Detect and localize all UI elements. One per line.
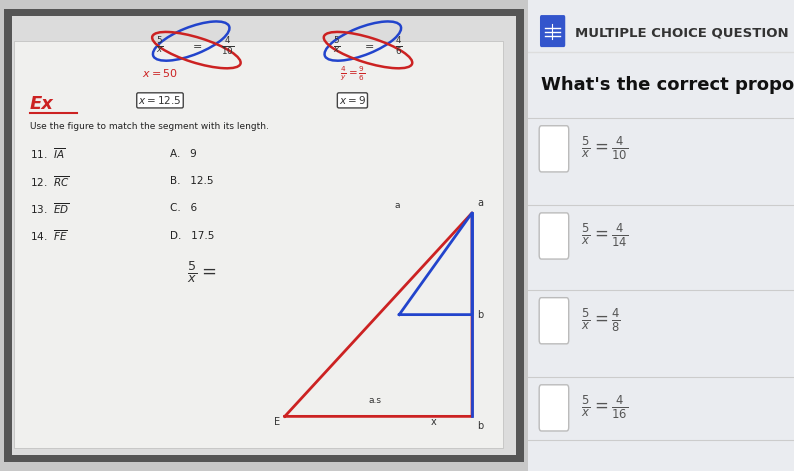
Text: b: b (477, 309, 484, 320)
Text: $x=9$: $x=9$ (339, 94, 366, 106)
Text: b: b (477, 421, 484, 431)
Text: $=$: $=$ (191, 41, 202, 50)
Text: $\frac{5}{x}$: $\frac{5}{x}$ (156, 35, 164, 56)
Text: B.   12.5: B. 12.5 (171, 176, 214, 186)
Text: a.s: a.s (368, 396, 381, 405)
FancyBboxPatch shape (14, 41, 503, 448)
FancyBboxPatch shape (539, 126, 569, 172)
Text: $\frac{5}{x}$: $\frac{5}{x}$ (333, 35, 341, 56)
FancyBboxPatch shape (539, 213, 569, 259)
Text: MULTIPLE CHOICE QUESTION: MULTIPLE CHOICE QUESTION (575, 26, 788, 40)
Text: D.   17.5: D. 17.5 (171, 230, 214, 241)
Text: $\frac{5}{x} = \frac{4}{10}$: $\frac{5}{x} = \frac{4}{10}$ (581, 135, 628, 162)
Text: E: E (275, 417, 280, 427)
FancyBboxPatch shape (539, 385, 569, 431)
Text: A.   9: A. 9 (171, 149, 197, 159)
Text: C.   6: C. 6 (171, 203, 198, 213)
Text: 13.  $\overline{ED}$: 13. $\overline{ED}$ (30, 201, 70, 216)
FancyBboxPatch shape (528, 0, 794, 471)
Text: 14.  $\overline{FE}$: 14. $\overline{FE}$ (30, 228, 67, 243)
Text: $x=50$: $x=50$ (142, 67, 178, 79)
FancyBboxPatch shape (4, 9, 524, 462)
Text: a: a (394, 202, 399, 211)
Text: $\frac{5}{x} = \frac{4}{16}$: $\frac{5}{x} = \frac{4}{16}$ (581, 394, 628, 421)
Text: $\frac{5}{x}=$: $\frac{5}{x}=$ (187, 259, 216, 284)
Text: $\frac{4}{6}$: $\frac{4}{6}$ (395, 35, 403, 57)
Text: $\frac{4}{y}=\frac{9}{6}$: $\frac{4}{y}=\frac{9}{6}$ (340, 65, 365, 83)
Text: 11.  $\overline{IA}$: 11. $\overline{IA}$ (30, 147, 65, 162)
Text: a: a (477, 198, 484, 208)
FancyBboxPatch shape (539, 298, 569, 344)
Text: 12.  $\overline{RC}$: 12. $\overline{RC}$ (30, 174, 70, 188)
Text: Ex: Ex (30, 96, 54, 114)
FancyBboxPatch shape (540, 15, 565, 47)
Text: $x=12.5$: $x=12.5$ (138, 94, 182, 106)
Text: $=$: $=$ (362, 41, 374, 50)
Text: x: x (430, 417, 436, 427)
Text: $\frac{5}{x} = \frac{4}{8}$: $\frac{5}{x} = \frac{4}{8}$ (581, 307, 621, 334)
Text: $\frac{5}{x} = \frac{4}{14}$: $\frac{5}{x} = \frac{4}{14}$ (581, 222, 628, 249)
FancyBboxPatch shape (12, 16, 516, 455)
Text: $\frac{4}{10}$: $\frac{4}{10}$ (221, 35, 234, 57)
Text: What's the correct proportion?: What's the correct proportion? (542, 76, 794, 94)
Text: Use the figure to match the segment with its length.: Use the figure to match the segment with… (30, 122, 269, 131)
